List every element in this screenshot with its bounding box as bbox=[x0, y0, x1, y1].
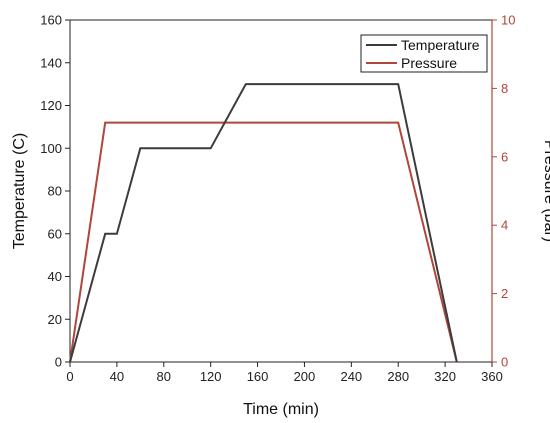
left-y-tick-label: 0 bbox=[55, 355, 62, 370]
legend-box bbox=[360, 34, 488, 73]
x-tick-label: 280 bbox=[387, 369, 409, 384]
x-tick-label: 360 bbox=[481, 369, 503, 384]
legend-label-temperature: Temperature bbox=[401, 37, 480, 53]
legend: Temperature Pressure bbox=[360, 34, 488, 73]
series-line-temperature bbox=[69, 83, 458, 363]
left-y-tick-label: 160 bbox=[40, 13, 62, 28]
right-y-tick-label: 4 bbox=[501, 218, 508, 233]
x-tick-label: 0 bbox=[66, 369, 73, 384]
right-y-axis-title: Pressure (bar) bbox=[541, 140, 550, 242]
left-y-tick-label: 20 bbox=[48, 312, 62, 327]
left-y-tick-label: 140 bbox=[40, 55, 62, 70]
right-y-tick-label: 10 bbox=[501, 13, 515, 28]
x-tick-label: 320 bbox=[434, 369, 456, 384]
x-tick-label: 160 bbox=[247, 369, 269, 384]
x-tick-label: 200 bbox=[294, 369, 316, 384]
x-tick-label: 120 bbox=[200, 369, 222, 384]
left-y-tick-label: 80 bbox=[48, 184, 62, 199]
right-y-tick-label: 6 bbox=[501, 149, 508, 164]
legend-label-pressure: Pressure bbox=[401, 55, 457, 71]
right-y-tick-label: 0 bbox=[501, 355, 508, 370]
series-layer bbox=[69, 83, 458, 363]
right-y-axis: 0 2 4 6 8 10 bbox=[492, 13, 515, 370]
left-y-tick-label: 100 bbox=[40, 141, 62, 156]
left-y-axis: 0 20 40 60 80 100 120 140 160 bbox=[40, 13, 70, 370]
left-y-tick-label: 60 bbox=[48, 226, 62, 241]
x-tick-label: 80 bbox=[157, 369, 171, 384]
left-y-tick-label: 120 bbox=[40, 98, 62, 113]
series-line-pressure bbox=[69, 121, 458, 363]
left-y-tick-label: 40 bbox=[48, 269, 62, 284]
left-y-axis-title: Temperature (C) bbox=[11, 133, 28, 249]
right-y-tick-label: 2 bbox=[501, 286, 508, 301]
x-axis-title: Time (min) bbox=[243, 401, 319, 418]
x-tick-label: 40 bbox=[110, 369, 124, 384]
right-y-tick-label: 8 bbox=[501, 81, 508, 96]
x-axis: 0 40 80 120 160 200 240 280 320 360 bbox=[66, 362, 503, 384]
x-tick-label: 240 bbox=[340, 369, 362, 384]
